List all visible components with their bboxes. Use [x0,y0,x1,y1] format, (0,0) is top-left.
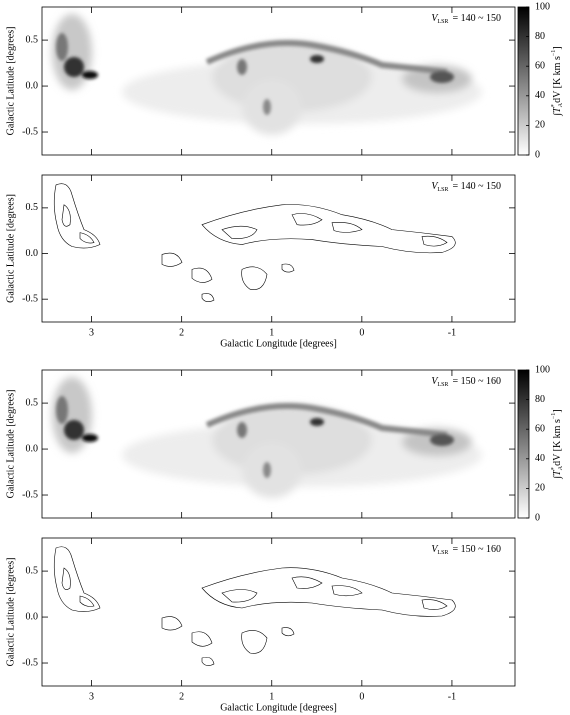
annotation-text: = 150 ~ 160 [452,376,501,387]
annotation: VLSR = 150 ~ 160 [431,376,501,388]
y-tick-label: 0.5 [26,565,39,576]
colorbar-label-rest: dV [K km s [552,419,563,466]
emission-map [52,14,482,135]
y-tick-label: 0.0 [26,80,39,91]
contour-map [54,547,455,666]
annotation-symbol: V [431,181,439,192]
colorbar-label-sub: A [558,102,564,107]
colorbar-label-end: ] [552,409,563,412]
colorbar-label-sup: * [551,104,557,107]
y-axis-title: Galactic Latitude [degrees] [5,194,16,303]
annotation-subscript: LSR [437,550,448,556]
colorbar-tick-label: 100 [535,364,550,375]
x-tick-label: 0 [359,691,364,702]
annotation-symbol: V [431,544,439,555]
y-tick-label: 0.5 [26,34,39,45]
y-tick-label: 0.0 [26,443,39,454]
y-tick-label: 0.0 [26,611,39,622]
x-tick-label: -1 [448,691,456,702]
annotation-text: = 140 ~ 150 [452,13,501,24]
annotation: VLSR = 140 ~ 150 [431,181,501,193]
colorbar-tick-label: 0 [535,512,540,523]
y-tick-label: -0.5 [22,657,38,668]
colorbar [517,6,530,156]
x-tick-label: 2 [179,327,184,338]
x-axis-title: Galactic Longitude [degrees] [220,338,337,349]
colorbar-label: ∫T*AdV [K km s−1] [551,409,564,479]
y-tick-label: -0.5 [22,293,38,304]
y-tick-label: 0.5 [26,202,39,213]
colorbar-tick-label: 40 [535,90,545,101]
y-tick-label: -0.5 [22,489,38,500]
plot-frame [41,6,516,156]
colorbar-label-exp: −1 [551,413,557,419]
colorbar-label-exp: −1 [551,50,557,56]
colorbar-tick-label: 60 [535,60,545,71]
annotation-text: = 150 ~ 160 [452,544,501,555]
plot-frame [41,537,516,687]
colorbar-tick-label: 40 [535,453,545,464]
colorbar-tick-label: 80 [535,31,545,42]
annotation-subscript: LSR [437,19,448,25]
y-tick-label: 0.5 [26,397,39,408]
y-tick-label: -0.5 [22,126,38,137]
x-tick-label: 1 [269,691,274,702]
colorbar-tick-label: 60 [535,423,545,434]
y-axis-title: Galactic Latitude [degrees] [5,390,16,499]
x-tick-label: 2 [179,691,184,702]
y-tick-label: 0.0 [26,248,39,259]
annotation: VLSR = 140 ~ 150 [431,13,501,25]
colorbar-label-rest: dV [K km s [552,56,563,103]
plot-frame [41,369,516,519]
annotation-symbol: V [431,376,439,387]
colorbar-tick-label: 20 [535,483,545,494]
colorbar-tick-label: 20 [535,120,545,131]
colorbar-tick-label: 100 [535,1,550,12]
y-axis-title: Galactic Latitude [degrees] [5,558,16,667]
x-tick-label: -1 [448,327,456,338]
plot-frame [41,174,516,323]
colorbar-label: ∫T*AdV [K km s−1] [551,46,564,116]
colorbar-label-sub: A [558,465,564,470]
x-tick-label: 1 [269,327,274,338]
colorbar-label-sup: * [551,467,557,470]
x-tick-label: 3 [89,691,94,702]
emission-map [52,377,482,498]
annotation-subscript: LSR [437,382,448,388]
colorbar-label-main: ∫T [552,469,563,480]
x-axis-title: Galactic Longitude [degrees] [220,702,337,713]
colorbar-label-main: ∫T [552,106,563,117]
colorbar [517,369,530,519]
x-tick-label: 3 [89,327,94,338]
contour-map [54,184,455,302]
annotation: VLSR = 150 ~ 160 [431,544,501,556]
colorbar-tick-label: 80 [535,394,545,405]
x-tick-label: 0 [359,327,364,338]
colorbar-tick-label: 0 [535,149,540,160]
colorbar-label-end: ] [552,46,563,49]
annotation-symbol: V [431,13,439,24]
y-axis-title: Galactic Latitude [degrees] [5,27,16,136]
annotation-subscript: LSR [437,187,448,193]
annotation-text: = 140 ~ 150 [452,181,501,192]
